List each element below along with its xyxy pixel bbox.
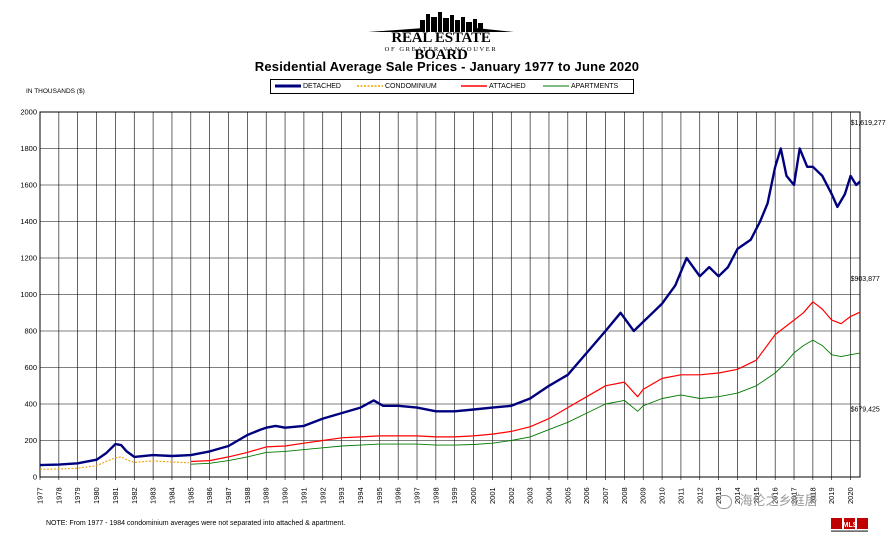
x-tick-label: 2005 xyxy=(563,487,572,504)
axes: 0 200 400 600 800 1000 1200 1400 1600 1800 2000 197… xyxy=(20,108,861,504)
x-tick-label: 1988 xyxy=(243,487,252,504)
x-tick-label: 1982 xyxy=(130,487,139,504)
legend-item-apartments: APARTMENTS xyxy=(543,80,629,93)
legend-label-apartments: APARTMENTS xyxy=(571,83,619,90)
x-tick-label: 1992 xyxy=(318,487,327,504)
mls-logo-block-2 xyxy=(844,518,855,529)
labels: $1,619,277 $903,877 $679,425 xyxy=(851,120,886,414)
x-tick-label: 1999 xyxy=(450,487,459,504)
y-tick-label: 1200 xyxy=(20,254,37,263)
x-tick-label: 1981 xyxy=(111,487,120,504)
legend-swatch-attached xyxy=(461,85,487,87)
x-tick-label: 1987 xyxy=(224,487,233,504)
value-annotation: $1,619,277 xyxy=(851,120,886,127)
x-tick-label: 2011 xyxy=(676,488,685,504)
legend-swatch-detached xyxy=(275,84,301,88)
legend-item-condominium: CONDOMINIUM xyxy=(357,80,457,93)
legend-item-attached: ATTACHED xyxy=(461,80,541,93)
x-tick-label: 2015 xyxy=(752,487,761,504)
x-tick-label: 1989 xyxy=(262,487,271,504)
legend-swatch-apartments xyxy=(543,85,569,87)
y-tick-label: 0 xyxy=(33,473,37,482)
y-axis-unit-label: IN THOUSANDS ($) xyxy=(26,88,85,95)
legend-label-condominium: CONDOMINIUM xyxy=(385,83,437,90)
legend-label-attached: ATTACHED xyxy=(489,83,526,90)
mls-logo: MLS xyxy=(831,518,868,532)
x-tick-label: 1977 xyxy=(36,487,45,504)
x-tick-label: 1990 xyxy=(281,487,290,504)
y-tick-label: 1000 xyxy=(20,290,37,299)
x-tick-label: 2004 xyxy=(544,487,553,504)
wechat-watermark: 海伦之乡庭居 xyxy=(716,490,866,512)
x-tick-label: 2019 xyxy=(827,487,836,504)
series-line-detached xyxy=(39,147,861,467)
x-tick-label: 2002 xyxy=(507,487,516,504)
x-tick-label: 2006 xyxy=(582,487,591,504)
series-line-apartments xyxy=(190,339,861,465)
y-tick-label: 1800 xyxy=(20,144,37,153)
legend-label-detached: DETACHED xyxy=(303,83,341,90)
x-tick-label: 1983 xyxy=(149,487,158,504)
org-subtitle: OF GREATER VANCOUVER xyxy=(384,46,498,53)
y-tick-label: 1600 xyxy=(20,181,37,190)
org-name: REAL ESTATE BOARD xyxy=(391,30,491,63)
y-tick-label: 800 xyxy=(24,327,37,336)
legend-swatch-condominium xyxy=(357,85,383,87)
x-tick-label: 2009 xyxy=(639,487,648,504)
wechat-icon xyxy=(716,494,732,509)
x-tick-label: 2003 xyxy=(526,487,535,504)
x-tick-label: 1986 xyxy=(205,487,214,504)
watermark-text: 海伦之乡庭居 xyxy=(739,493,818,508)
mls-logo-block-3 xyxy=(857,518,868,529)
x-tick-label: 1994 xyxy=(356,487,365,504)
y-tick-label: 1400 xyxy=(20,217,37,226)
x-tick-label: 1985 xyxy=(186,487,195,504)
x-tick-label: 2017 xyxy=(790,487,799,504)
x-tick-label: 2016 xyxy=(771,487,780,504)
realestate-board-logo xyxy=(368,12,514,32)
x-tick-label: 1980 xyxy=(92,487,101,504)
mls-logo-block-1 xyxy=(831,518,842,529)
x-tick-label: 2010 xyxy=(658,487,667,504)
series xyxy=(39,147,861,470)
x-tick-label: 1995 xyxy=(375,487,384,504)
x-tick-label: 1997 xyxy=(413,487,422,504)
x-tick-label: 2000 xyxy=(469,487,478,504)
x-tick-label: 1996 xyxy=(394,487,403,504)
x-tick-label: 2014 xyxy=(733,487,742,504)
x-tick-label: 1991 xyxy=(299,487,308,504)
series-line-attached xyxy=(190,301,861,463)
x-tick-label: 2007 xyxy=(601,487,610,504)
value-annotation: $679,425 xyxy=(851,406,880,413)
series-line-condominium xyxy=(39,456,189,470)
footnote: NOTE: From 1977 - 1984 condominium avera… xyxy=(46,520,346,527)
x-tick-label: 2018 xyxy=(808,487,817,504)
y-tick-label: 400 xyxy=(24,400,37,409)
x-tick-label: 1979 xyxy=(73,487,82,504)
y-tick-label: 200 xyxy=(24,436,37,445)
legend-item-detached: DETACHED xyxy=(275,80,355,93)
chart-title: Residential Average Sale Prices - Januar… xyxy=(254,59,640,74)
skyline-icon xyxy=(368,12,514,32)
x-tick-label: 1993 xyxy=(337,487,346,504)
plot-frame xyxy=(39,111,861,478)
legend: DETACHED CONDOMINIUM ATTACHED APARTMENTS xyxy=(270,79,634,94)
x-tick-label: 2012 xyxy=(695,487,704,504)
mls-logo-text: MLS xyxy=(843,522,858,529)
y-tick-label: 2000 xyxy=(20,108,37,117)
x-tick-label: 2020 xyxy=(846,487,855,504)
x-tick-label: 2008 xyxy=(620,487,629,504)
grid xyxy=(39,111,860,478)
x-tick-label: 2001 xyxy=(488,487,497,504)
x-tick-label: 1978 xyxy=(54,487,63,504)
value-annotation: $903,877 xyxy=(851,276,880,283)
x-tick-label: 1998 xyxy=(431,487,440,504)
y-tick-label: 600 xyxy=(24,363,37,372)
x-tick-label: 1984 xyxy=(167,487,176,504)
